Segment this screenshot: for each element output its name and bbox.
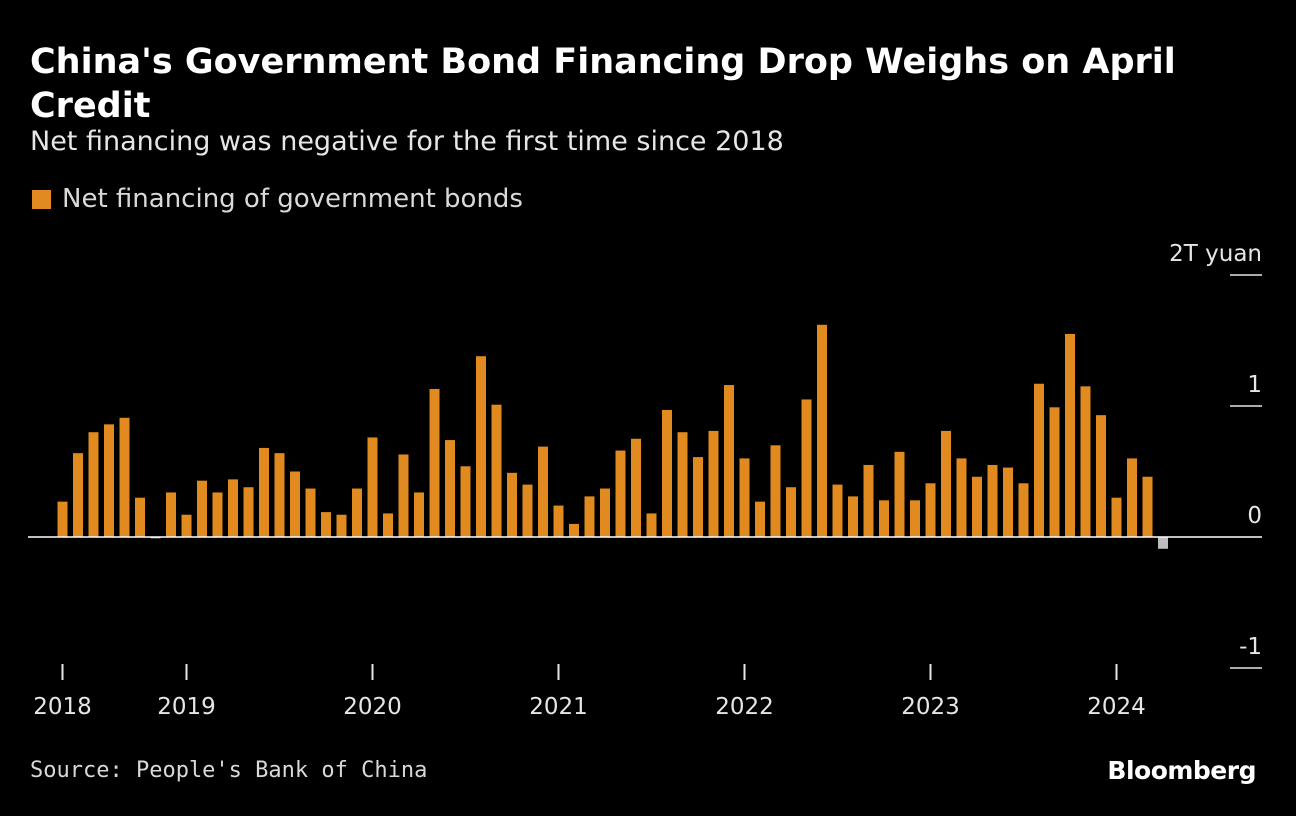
chart-subtitle: Net financing was negative for the first… xyxy=(30,126,784,157)
bar xyxy=(383,513,393,537)
bar xyxy=(166,492,176,537)
bar xyxy=(863,464,874,537)
bar xyxy=(770,445,781,537)
bar xyxy=(290,471,300,537)
bar xyxy=(1065,333,1075,537)
bar xyxy=(1142,476,1153,537)
x-tick-label: 2019 xyxy=(157,694,216,720)
source-note: Source: People's Bank of China xyxy=(30,758,428,783)
y-tick-label: 2T yuan xyxy=(1169,241,1262,267)
bar xyxy=(1003,467,1013,537)
bar xyxy=(894,451,905,537)
bar xyxy=(553,505,564,537)
bar xyxy=(305,488,316,537)
bar xyxy=(119,417,130,537)
bar xyxy=(615,450,626,537)
bar xyxy=(925,483,936,537)
bar xyxy=(274,453,285,537)
bar xyxy=(1049,407,1060,537)
bar xyxy=(956,458,967,537)
bar xyxy=(367,437,378,537)
bar xyxy=(460,466,471,537)
bar xyxy=(336,514,347,537)
bar xyxy=(910,500,920,537)
bar xyxy=(786,487,796,537)
bar xyxy=(662,409,672,537)
bar xyxy=(398,454,409,537)
bar xyxy=(879,500,889,537)
bar xyxy=(941,430,951,537)
bar xyxy=(259,447,269,537)
legend-swatch xyxy=(32,189,51,209)
x-tick-label: 2021 xyxy=(529,694,588,720)
legend-label: Net financing of government bonds xyxy=(62,184,523,214)
bar xyxy=(197,480,207,537)
bar xyxy=(832,484,843,537)
bar xyxy=(491,404,502,537)
bar xyxy=(1096,415,1106,537)
bar xyxy=(522,484,533,537)
x-tick-label: 2023 xyxy=(901,694,960,720)
x-tick-label: 2024 xyxy=(1087,694,1146,720)
x-tick-label: 2020 xyxy=(343,694,402,720)
bar xyxy=(243,487,254,537)
bar xyxy=(631,438,641,537)
bar xyxy=(1127,458,1137,537)
bar xyxy=(708,430,719,537)
bar xyxy=(1158,537,1168,549)
bar xyxy=(817,324,827,537)
bar xyxy=(801,399,812,537)
legend: Net financing of government bonds xyxy=(32,184,523,214)
bar xyxy=(212,492,223,537)
bar xyxy=(739,458,750,537)
bar xyxy=(584,496,595,537)
y-tick-label: 0 xyxy=(1247,503,1262,529)
bar xyxy=(88,432,99,537)
bar xyxy=(646,513,657,537)
bar xyxy=(724,385,734,537)
bar xyxy=(414,492,424,537)
bar xyxy=(693,457,703,537)
bar xyxy=(321,512,331,537)
bloomberg-logo: Bloomberg xyxy=(1107,756,1256,785)
bar xyxy=(1034,383,1044,537)
bar xyxy=(755,501,765,537)
bar xyxy=(429,388,440,537)
bar xyxy=(600,488,610,537)
bar xyxy=(476,356,486,537)
bar xyxy=(507,472,517,537)
bar xyxy=(57,501,68,537)
bar xyxy=(135,497,145,537)
y-tick-label: 1 xyxy=(1247,372,1262,398)
bar xyxy=(569,523,579,537)
bar xyxy=(352,488,362,537)
bar xyxy=(228,479,238,537)
bar xyxy=(445,440,455,537)
bar xyxy=(677,432,688,537)
bar xyxy=(104,424,114,537)
bar xyxy=(1080,386,1091,537)
y-tick-label: -1 xyxy=(1239,634,1262,660)
bar xyxy=(848,496,858,537)
bar xyxy=(1111,497,1122,537)
chart-title: China's Government Bond Financing Drop W… xyxy=(30,42,1176,126)
bar xyxy=(73,453,83,537)
bar xyxy=(1018,483,1029,537)
x-tick-label: 2018 xyxy=(33,694,92,720)
bar xyxy=(987,464,998,537)
bar xyxy=(538,446,548,537)
bar xyxy=(181,514,192,537)
x-tick-label: 2022 xyxy=(715,694,774,720)
bar xyxy=(972,476,982,537)
